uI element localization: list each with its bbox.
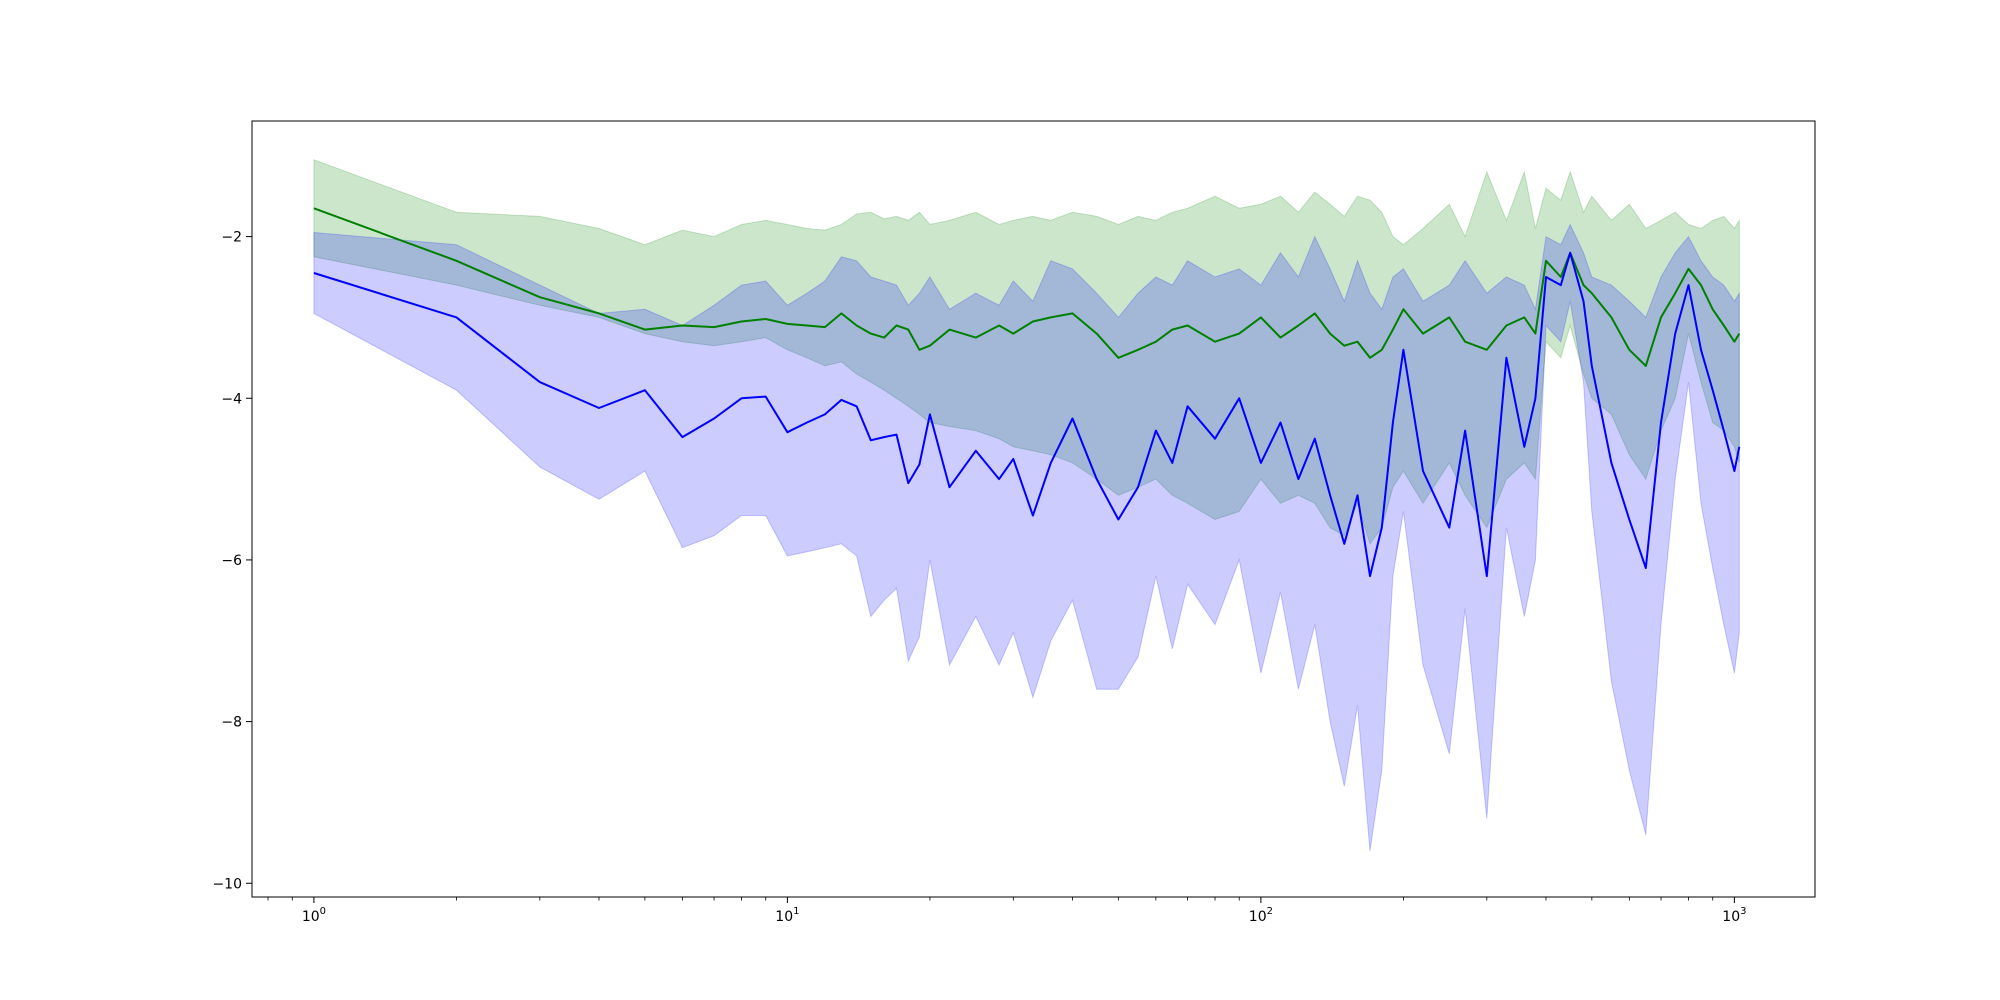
x-tick-label: 102 (1249, 906, 1273, 925)
band-series-0 (313, 159, 1740, 545)
confidence-bands (313, 159, 1740, 851)
line-series-1 (313, 251, 1741, 578)
x-axis: 100 101 102 103 (267, 897, 1746, 925)
band-series-1 (313, 223, 1740, 851)
line-series-0 (313, 207, 1741, 367)
y-tick-label: −4 (221, 391, 242, 407)
y-tick-label: −8 (221, 715, 242, 731)
x-tick-label: 103 (1722, 906, 1746, 925)
x-tick-label: 101 (775, 906, 799, 925)
x-tick-label: 100 (302, 906, 326, 925)
y-axis: −10 −8 −6 −4 −2 (212, 230, 252, 892)
y-tick-label: −6 (221, 553, 242, 569)
series-lines (313, 207, 1741, 578)
y-tick-label: −2 (221, 230, 242, 246)
y-tick-label: −10 (212, 876, 242, 892)
plot-frame (251, 120, 1816, 898)
